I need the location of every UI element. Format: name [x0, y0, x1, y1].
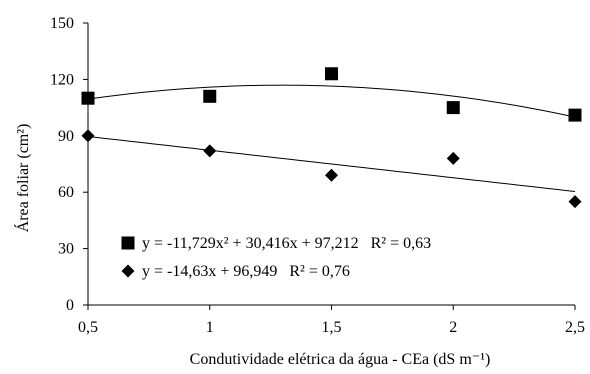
- x-tick-label: 2,5: [565, 319, 585, 336]
- trendlines: [87, 84, 576, 192]
- legend: y = -11,729x² + 30,416x + 97,212 R² = 0,…: [121, 235, 431, 280]
- x-tick-label: 1,5: [322, 319, 342, 336]
- y-axis-ticks: 0 30 60 90 120 150: [50, 15, 88, 314]
- data-point-series-1: [203, 89, 217, 103]
- data-point-series-2: [81, 129, 95, 143]
- x-tick-label: 2: [449, 319, 457, 336]
- y-tick-label: 30: [58, 241, 74, 258]
- x-tick-label: 0,5: [78, 319, 98, 336]
- legend-marker-series-1: [121, 236, 135, 250]
- data-point-series-2: [325, 168, 338, 182]
- data-point-series-2: [568, 195, 582, 209]
- legend-marker-series-2: [121, 264, 135, 278]
- data-markers: [81, 67, 582, 209]
- data-point-series-2: [446, 151, 460, 165]
- trendline-series-2: [87, 135, 576, 192]
- legend-label-series-2: y = -14,63x + 96,949 R² = 0,76: [142, 263, 350, 280]
- y-axis-label: Área foliar (cm²): [13, 124, 32, 233]
- legend-label-series-1: y = -11,729x² + 30,416x + 97,212 R² = 0,…: [142, 235, 431, 252]
- y-tick-label: 90: [58, 128, 74, 145]
- data-point-series-2: [203, 144, 217, 158]
- data-point-series-1: [446, 101, 460, 115]
- y-tick-label: 60: [58, 184, 74, 201]
- trendline-series-1: [87, 84, 576, 118]
- x-axis-label: Condutividade elétrica da água - CEa (dS…: [190, 351, 491, 368]
- x-axis-ticks: 0,5 1 1,5 2 2,5: [78, 305, 585, 336]
- y-tick-label: 150: [50, 15, 74, 32]
- y-tick-label: 0: [66, 297, 74, 314]
- data-point-series-1: [81, 91, 95, 105]
- y-tick-label: 120: [50, 71, 74, 88]
- data-point-series-1: [325, 67, 338, 81]
- x-tick-label: 1: [206, 319, 214, 336]
- data-point-series-1: [568, 108, 582, 122]
